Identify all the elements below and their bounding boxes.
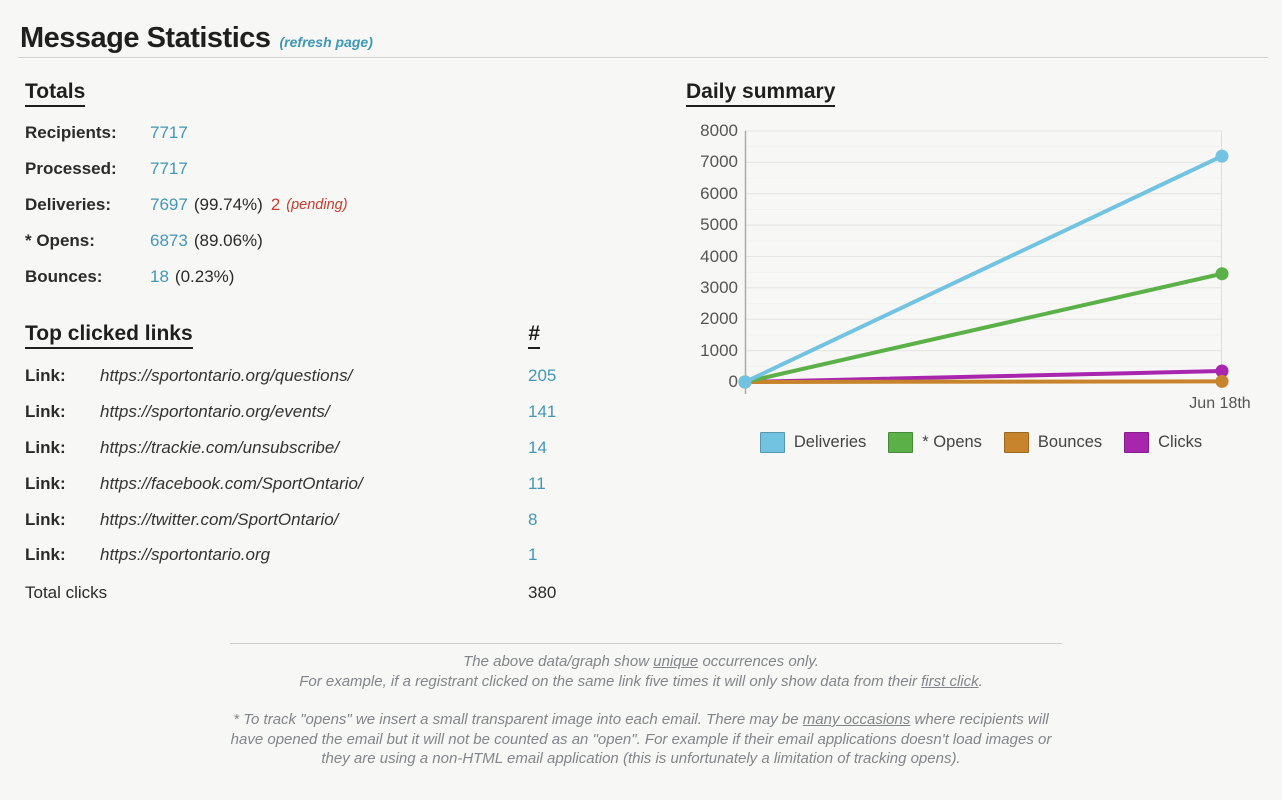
stat-percent: (0.23%) [174,267,235,286]
link-row: Link: https://trackie.com/unsubscribe/ 1… [25,430,665,466]
chart-y-axis-labels: 0 1000 2000 3000 4000 5000 6000 7000 8000 [680,121,738,391]
y-tick-label: 2000 [700,309,738,329]
total-clicks-row: Total clicks 380 [25,575,665,611]
link-url: https://twitter.com/SportOntario/ [100,510,339,529]
total-clicks-value: 380 [528,583,557,602]
link-count: 141 [528,402,557,421]
note-text: The above data/graph show [463,653,654,670]
link-label: Link: [25,366,66,385]
y-tick-label: 4000 [700,246,738,266]
link-row: Link: https://sportontario.org 1 [25,537,665,573]
link-label: Link: [25,438,66,457]
totals-heading: Totals [25,80,86,107]
page-header: Message Statistics (refresh page) [20,22,373,55]
count-column-header: # [528,322,540,349]
links-heading-row: Top clicked links # [25,322,540,349]
link-count: 14 [528,438,547,457]
link-row: Link: https://sportontario.org/events/ 1… [25,394,665,430]
chart-x-axis-label: Jun 18th [1189,395,1251,412]
stat-label: Deliveries: [25,195,111,214]
daily-summary-heading: Daily summary [686,80,836,107]
link-url: https://sportontario.org/questions/ [100,366,353,385]
stat-value: 18 [150,267,169,286]
stat-row-opens: * Opens: 6873 (89.06%) [25,223,665,259]
top-clicked-links-heading: Top clicked links [25,322,193,349]
y-tick-label: 6000 [700,183,738,203]
stat-percent: (89.06%) [193,231,263,250]
stat-label: Processed: [25,159,117,178]
link-row: Link: https://facebook.com/SportOntario/… [25,466,665,502]
stat-value: 7697 [150,195,188,214]
note-text: * To track "opens" we insert a small tra… [233,711,803,728]
note-text: For example, if a registrant clicked on … [299,672,922,690]
note-text-underlined: many occasions [802,711,911,728]
footer-note-unique: The above data/graph show unique occurre… [221,652,1061,691]
link-url: https://facebook.com/SportOntario/ [100,474,363,493]
y-tick-label: 1000 [700,340,738,360]
legend-label: * Opens [922,433,982,451]
footer-note-opens-tracking: * To track "opens" we insert a small tra… [221,710,1061,769]
link-url: https://sportontario.org [100,545,271,564]
page-title: Message Statistics [20,22,271,54]
link-url: https://sportontario.org/events/ [100,402,330,421]
link-count: 205 [528,366,557,385]
stat-row-processed: Processed: 7717 [25,151,665,187]
pending-label: (pending) [286,197,348,213]
y-tick-label: 0 [728,372,738,391]
note-text-underlined: unique [653,653,699,670]
footer-divider [230,643,1062,644]
link-url: https://trackie.com/unsubscribe/ [100,438,340,457]
y-tick-label: 3000 [700,277,738,297]
stat-row-bounces: Bounces: 18 (0.23%) [25,259,665,295]
legend-label: Clicks [1158,433,1203,451]
deliveries-swatch-icon [759,432,785,453]
opens-swatch-icon [888,432,914,453]
y-tick-label: 7000 [700,152,738,172]
link-count: 1 [528,545,538,564]
clicks-swatch-icon [1124,432,1150,453]
link-count: 8 [528,510,538,529]
stat-value: 6873 [150,231,188,250]
bounces-swatch-icon [1003,432,1029,453]
stat-row-recipients: Recipients: 7717 [25,115,665,151]
link-label: Link: [25,474,66,493]
legend-label: Bounces [1037,433,1103,451]
note-text: where recipients will have opened the em… [230,711,1052,767]
link-row: Link: https://sportontario.org/questions… [25,358,665,394]
y-tick-label: 5000 [700,215,738,235]
chart-plot [738,130,1229,394]
stat-value: 7717 [150,159,188,178]
legend-item-deliveries: Deliveries [759,432,867,453]
link-label: Link: [25,510,66,529]
chart-legend: Deliveries * Opens Bounces Clicks [700,432,1262,453]
header-divider [18,57,1268,58]
note-text: occurrences only. [698,653,819,670]
legend-item-bounces: Bounces [1003,432,1103,453]
note-text: . [978,672,983,690]
link-label: Link: [25,402,66,421]
pending-count: 2 [270,195,281,214]
stat-label: * Opens: [25,231,95,250]
stat-label: Recipients: [25,123,117,142]
refresh-page-link[interactable]: (refresh page) [279,34,373,50]
y-tick-label: 8000 [700,121,738,140]
link-label: Link: [25,545,66,564]
stat-row-deliveries: Deliveries: 7697 (99.74%) 2 (pending) [25,187,665,223]
stat-value: 7717 [150,123,188,142]
stat-label: Bounces: [25,267,103,286]
legend-label: Deliveries [793,433,867,451]
note-text-underlined: first click [921,672,979,690]
legend-item-clicks: Clicks [1124,432,1202,453]
legend-item-opens: * Opens [888,432,982,453]
total-clicks-label: Total clicks [25,583,108,602]
link-count: 11 [528,474,546,493]
link-row: Link: https://twitter.com/SportOntario/ … [25,502,665,538]
stat-percent: (99.74%) [193,195,263,214]
